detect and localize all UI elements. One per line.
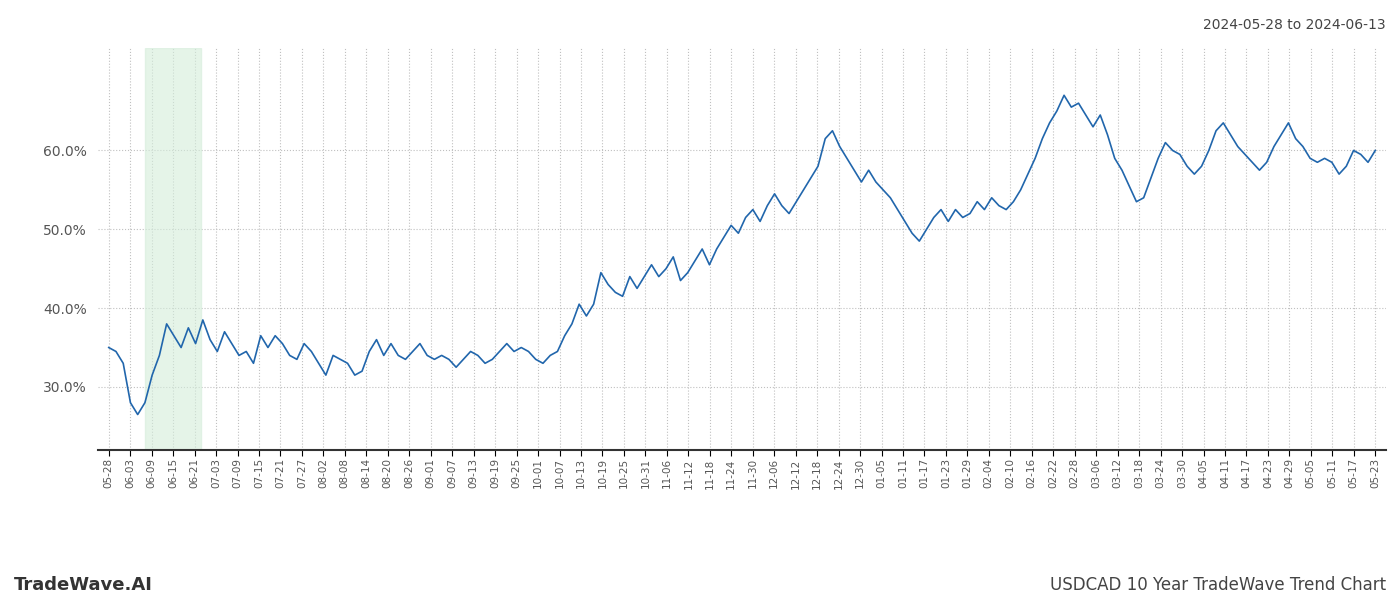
Text: 2024-05-28 to 2024-06-13: 2024-05-28 to 2024-06-13 <box>1204 18 1386 32</box>
Text: TradeWave.AI: TradeWave.AI <box>14 576 153 594</box>
Bar <box>146 48 202 450</box>
Text: USDCAD 10 Year TradeWave Trend Chart: USDCAD 10 Year TradeWave Trend Chart <box>1050 576 1386 594</box>
